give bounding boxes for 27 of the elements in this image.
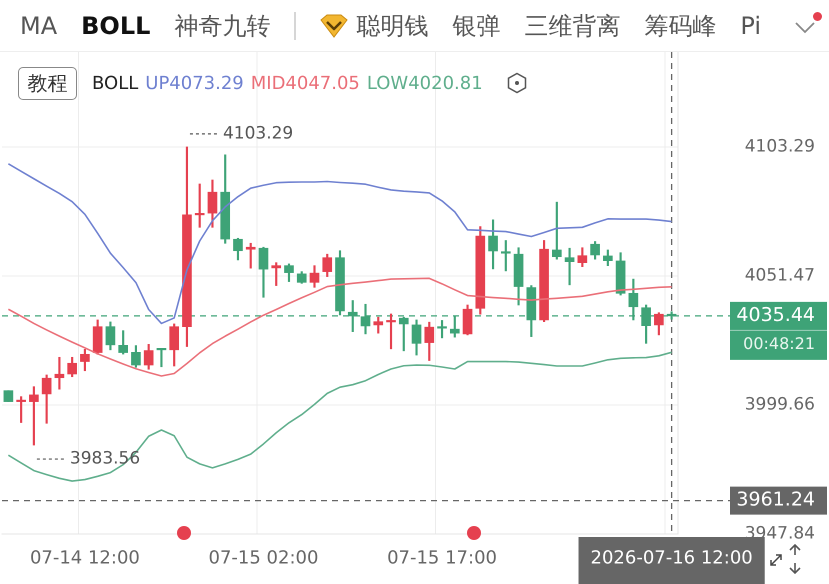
text: MID4047.05 — [250, 72, 360, 94]
text: 聪明钱 — [356, 10, 428, 42]
text: 筹码峰 — [644, 10, 716, 42]
candlestick — [500, 240, 511, 272]
tutorial-button: 教程 — [18, 67, 77, 100]
x-tick-label: 07-15 02:00 — [208, 547, 318, 568]
text: 银弹 — [452, 10, 500, 42]
text: Pi — [740, 12, 762, 40]
text: 三维背离 — [524, 10, 620, 42]
annotation: 4103.29 — [222, 123, 294, 144]
text: MA — [20, 12, 58, 40]
candlestick — [246, 242, 256, 268]
y-tick-label: 4051.47 — [744, 265, 815, 286]
x-tick-label: 07-15 17:00 — [387, 547, 497, 568]
x-tick-label: 07-14 12:00 — [30, 547, 140, 568]
text: 神奇九转 — [174, 10, 270, 42]
text: 3961.24 — [736, 488, 815, 511]
text: UP4073.29 — [145, 72, 244, 94]
text: 4035.44 — [736, 304, 815, 326]
text: BOLL — [81, 12, 150, 40]
y-tick-label: 4103.29 — [744, 136, 815, 156]
text: LOW4020.81 — [366, 72, 483, 94]
x-tick-label: 2026-07-16 12:00 — [590, 547, 753, 568]
text: 00:48:21 — [743, 334, 815, 354]
legend-title: BOLL — [92, 72, 138, 94]
y-tick-label: 3999.66 — [744, 394, 815, 414]
candlestick — [194, 184, 205, 228]
